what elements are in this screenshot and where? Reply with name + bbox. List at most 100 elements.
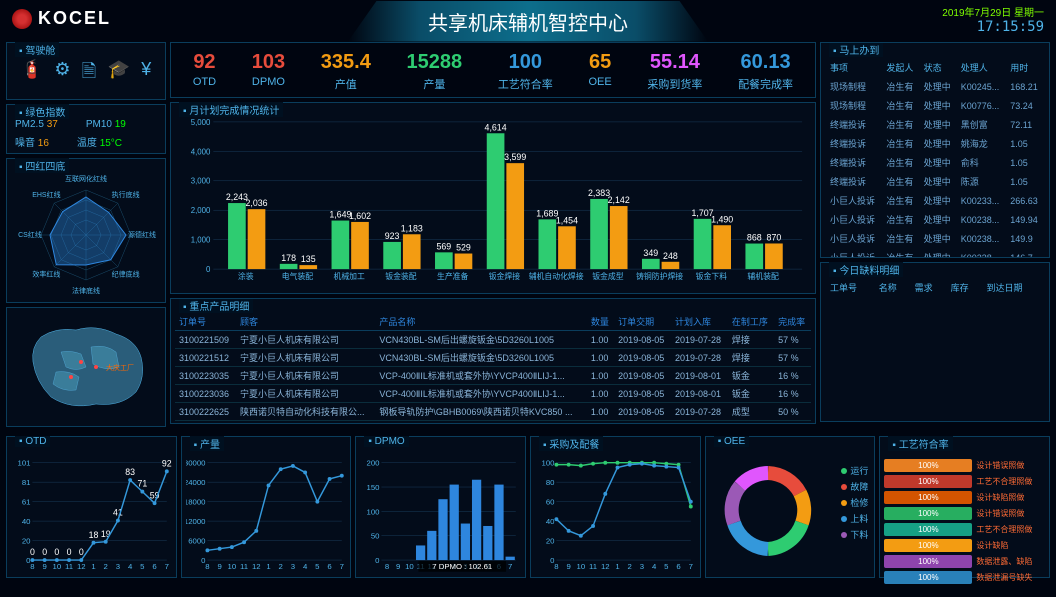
yield-chart: 0600012000180002400030000891011121234567 bbox=[186, 451, 347, 573]
table-header: 到达日期 bbox=[984, 279, 1043, 296]
svg-text:9: 9 bbox=[566, 562, 570, 571]
table-row[interactable]: 小巨人投诉冶生有处理中K00238...149.94 bbox=[827, 211, 1043, 228]
svg-text:135: 135 bbox=[301, 254, 316, 264]
svg-text:辅机自动化焊接: 辅机自动化焊接 bbox=[529, 271, 584, 281]
table-header: 计划入库 bbox=[671, 313, 728, 331]
kpi-value: 65 bbox=[588, 51, 611, 74]
svg-text:18: 18 bbox=[89, 530, 99, 540]
svg-text:EHS红线: EHS红线 bbox=[32, 190, 60, 199]
legend-item: 运行 bbox=[841, 464, 868, 477]
radar-chart: 互联网化红线执行底线源德红线纪律底线法律底线效率红线CS红线EHS红线 bbox=[11, 173, 161, 298]
table-row[interactable]: 3100221509宁夏小巨人机床有限公司VCN430BL-SM后出螺旋钣金\5… bbox=[175, 331, 811, 349]
svg-text:4,000: 4,000 bbox=[191, 147, 211, 156]
svg-text:2,000: 2,000 bbox=[191, 206, 211, 215]
table-row[interactable]: 小巨人投诉冶生有处理中K00238...149.9 bbox=[827, 230, 1043, 247]
svg-text:1,183: 1,183 bbox=[401, 223, 423, 233]
svg-text:7: 7 bbox=[165, 562, 169, 571]
shortage-panel: 今日缺料明细 工单号名称需求库存到达日期 bbox=[820, 262, 1050, 422]
svg-text:8: 8 bbox=[30, 562, 34, 571]
compliance-bar: 100% bbox=[884, 571, 972, 584]
svg-text:6: 6 bbox=[152, 562, 156, 571]
compliance-bar: 100% bbox=[884, 475, 972, 488]
kpi-label: OEE bbox=[588, 76, 611, 88]
svg-text:150: 150 bbox=[367, 483, 381, 492]
svg-text:辅机装配: 辅机装配 bbox=[747, 271, 779, 281]
svg-text:4,614: 4,614 bbox=[485, 122, 507, 132]
svg-text:71: 71 bbox=[137, 479, 147, 489]
svg-text:12: 12 bbox=[77, 562, 86, 571]
kpi-label: DPMO bbox=[252, 76, 285, 88]
svg-text:4: 4 bbox=[652, 562, 657, 571]
svg-text:3: 3 bbox=[116, 562, 120, 571]
table-row[interactable]: 3100222643陕西诺贝特自动化科技有限公...钢板导轨防护\GBHB006… bbox=[175, 421, 811, 425]
table-row[interactable]: 小巨人投诉冶生有处理中K00233...266.63 bbox=[827, 192, 1043, 209]
svg-text:83: 83 bbox=[125, 467, 135, 477]
svg-text:100: 100 bbox=[367, 507, 381, 516]
svg-text:19: 19 bbox=[101, 529, 111, 539]
yen-icon[interactable]: ¥ bbox=[141, 59, 151, 89]
monthly-title: 月计划完成情况统计 bbox=[179, 102, 283, 117]
svg-text:机械加工: 机械加工 bbox=[334, 271, 366, 281]
kpi-label: 配餐完成率 bbox=[738, 76, 793, 92]
svg-text:10: 10 bbox=[53, 562, 62, 571]
legend-item: 上料 bbox=[841, 512, 868, 525]
svg-text:870: 870 bbox=[767, 233, 782, 243]
svg-text:1,454: 1,454 bbox=[556, 215, 578, 225]
svg-text:1: 1 bbox=[615, 562, 619, 571]
temp-label: 温度 bbox=[77, 138, 97, 149]
svg-text:6000: 6000 bbox=[188, 537, 206, 546]
table-header: 库存 bbox=[948, 279, 982, 296]
svg-text:4: 4 bbox=[303, 562, 308, 571]
table-header: 完成率 bbox=[774, 313, 811, 331]
table-header: 用时 bbox=[1007, 59, 1043, 76]
table-header: 在制工序 bbox=[728, 313, 774, 331]
svg-text:大庆工厂: 大庆工厂 bbox=[106, 363, 134, 372]
svg-text:11: 11 bbox=[65, 562, 73, 571]
table-row[interactable]: 终端投诉冶生有处理中俞科1.05 bbox=[827, 154, 1043, 171]
table-row[interactable]: 3100223035宁夏小巨人机床有限公司VCP-400ⅡIL标准机或套外协\Y… bbox=[175, 367, 811, 385]
table-row[interactable]: 终端投诉冶生有处理中黑创富72.11 bbox=[827, 116, 1043, 133]
svg-text:2,036: 2,036 bbox=[245, 198, 267, 208]
kpi-value: 55.14 bbox=[647, 51, 702, 74]
svg-text:铸铜防护焊接: 铸铜防护焊接 bbox=[636, 271, 683, 281]
kpi-label: 产值 bbox=[321, 76, 371, 92]
svg-text:0: 0 bbox=[206, 265, 211, 274]
table-row[interactable]: 终端投诉冶生有处理中姚海龙1.05 bbox=[827, 135, 1043, 152]
table-row[interactable]: 现场制程冶生有处理中K00245...168.21 bbox=[827, 78, 1043, 95]
kpi-label: 产量 bbox=[407, 76, 463, 92]
svg-text:1: 1 bbox=[91, 562, 95, 571]
doc-icon[interactable]: 🗎 bbox=[82, 59, 96, 89]
svg-text:80: 80 bbox=[546, 478, 555, 487]
svg-text:8: 8 bbox=[554, 562, 558, 571]
yield-title: 产量 bbox=[190, 436, 224, 451]
table-row[interactable]: 3100223036宁夏小巨人机床有限公司VCP-400ⅡIL标准机或套外协\Y… bbox=[175, 385, 811, 403]
compliance-bar: 100% bbox=[884, 507, 972, 520]
svg-text:24000: 24000 bbox=[186, 478, 206, 487]
svg-text:0: 0 bbox=[67, 547, 72, 557]
svg-text:执行底线: 执行底线 bbox=[112, 190, 140, 199]
legend-item: 故障 bbox=[841, 480, 868, 493]
table-header: 发起人 bbox=[883, 59, 918, 76]
gear-icon[interactable]: ⚙ bbox=[54, 59, 70, 89]
svg-text:效率红线: 效率红线 bbox=[32, 269, 60, 278]
fire-ext-icon[interactable]: 🧯 bbox=[21, 59, 43, 89]
radar-panel: 四红四底 互联网化红线执行底线源德红线纪律底线法律底线效率红线CS红线EHS红线 bbox=[6, 158, 166, 303]
table-row[interactable]: 现场制程冶生有处理中K00776...73.24 bbox=[827, 97, 1043, 114]
kpi-label: 采购到货率 bbox=[647, 76, 702, 92]
grad-icon[interactable]: 🎓 bbox=[108, 59, 130, 89]
kpi-DPMO: 103DPMO bbox=[252, 51, 285, 89]
svg-text:法律底线: 法律底线 bbox=[72, 286, 100, 295]
table-row[interactable]: 3100222625陕西诺贝特自动化科技有限公...钢板导轨防护\GBHB006… bbox=[175, 403, 811, 421]
dpmo-panel: DPMO 0501001502008910111212345677 DPMO :… bbox=[355, 436, 526, 578]
svg-text:3: 3 bbox=[290, 562, 294, 571]
logo-text: KOCEL bbox=[38, 8, 111, 29]
date: 2019年7月29日 星期一 bbox=[942, 4, 1044, 19]
svg-text:868: 868 bbox=[747, 233, 762, 243]
table-row[interactable]: 终端投诉冶生有处理中陈源1.05 bbox=[827, 173, 1043, 190]
table-row[interactable]: 小巨人投诉冶生有处理中K00238...146.7 bbox=[827, 249, 1043, 258]
table-header: 订单交期 bbox=[614, 313, 671, 331]
svg-text:11: 11 bbox=[589, 562, 597, 571]
compliance-panel: 工艺符合率 100%100%100%100%100%100%100%100%设计… bbox=[879, 436, 1050, 578]
svg-text:3: 3 bbox=[640, 562, 644, 571]
table-row[interactable]: 3100221512宁夏小巨人机床有限公司VCN430BL-SM后出螺旋钣金\5… bbox=[175, 349, 811, 367]
